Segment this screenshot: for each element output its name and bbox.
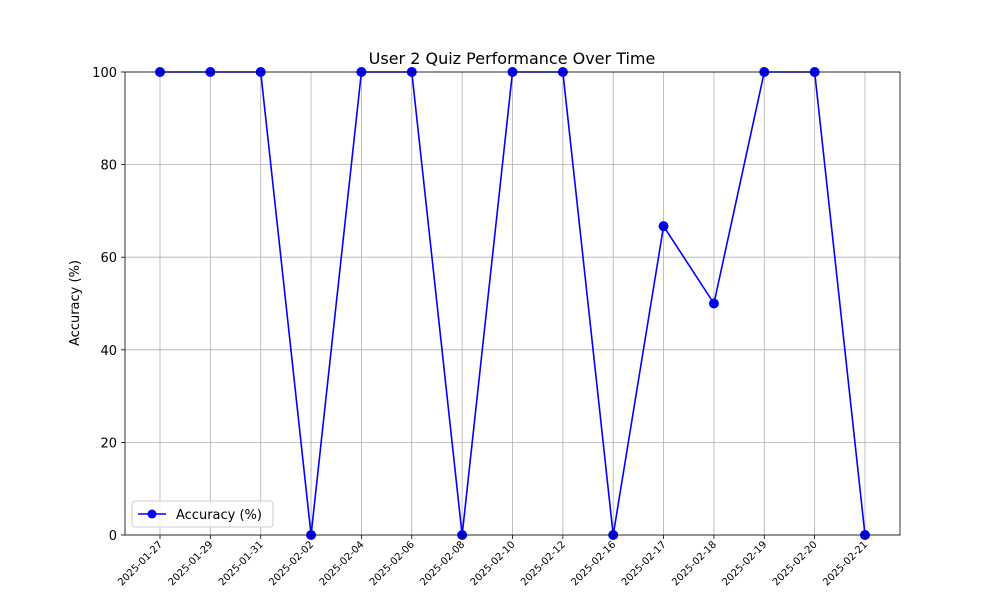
grid-lines — [125, 71, 900, 536]
y-tick-label: 40 — [100, 344, 117, 359]
legend-marker — [147, 509, 157, 519]
y-axis-label: Accuracy (%) — [68, 260, 83, 346]
legend-box — [131, 500, 274, 528]
y-tick-label: 20 — [100, 436, 117, 451]
y-tick-label: 100 — [92, 66, 117, 81]
y-tick-label: 0 — [109, 529, 117, 544]
data-point — [658, 221, 669, 232]
y-tick-label: 80 — [100, 159, 117, 174]
chart-title: User 2 Quiz Performance Over Time — [369, 49, 656, 68]
legend-label: Accuracy (%) — [176, 508, 262, 523]
legend: Accuracy (%) — [131, 500, 274, 528]
y-tick-label: 60 — [100, 251, 117, 266]
data-point — [708, 298, 719, 309]
